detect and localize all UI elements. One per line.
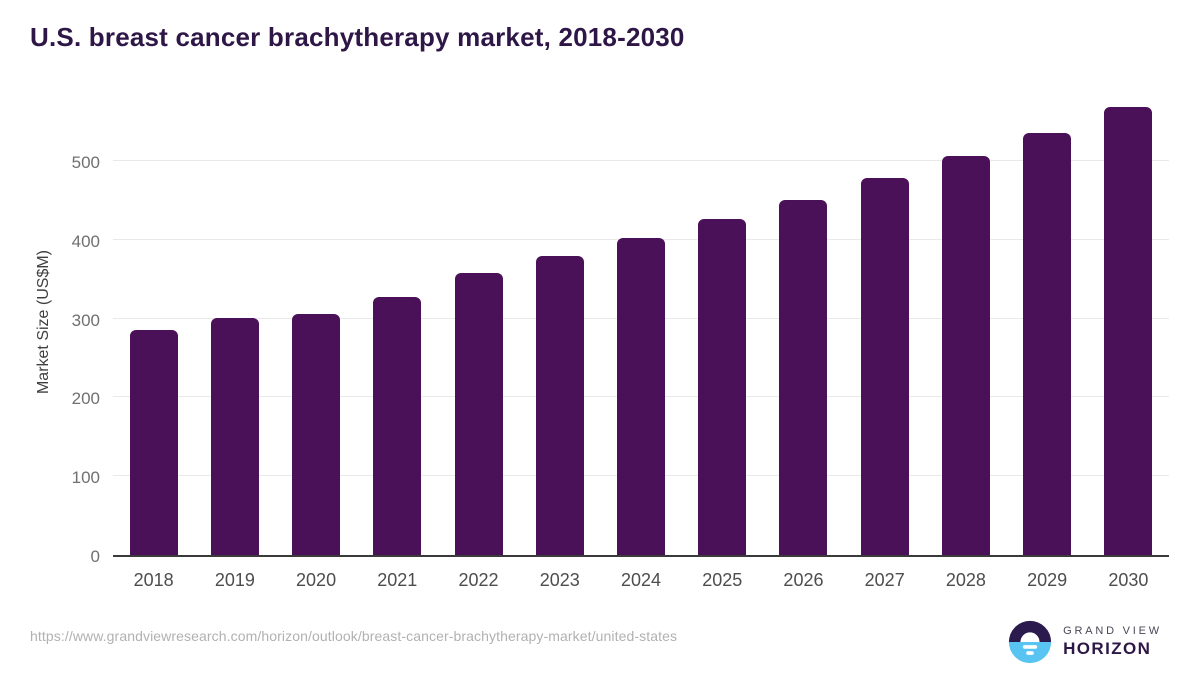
x-tick-label-2025: 2025	[702, 570, 743, 590]
x-tick-label-2030: 2030	[1108, 570, 1149, 590]
plot-area	[113, 100, 1169, 557]
x-tick-label-2022: 2022	[458, 570, 499, 590]
bar-2021	[373, 296, 422, 555]
bar-2026	[779, 199, 828, 555]
bar-2018	[129, 330, 178, 555]
grandview-horizon-logo: GRAND VIEW HORIZON	[1007, 619, 1162, 665]
bar-2025	[698, 219, 747, 555]
bar-2020	[292, 313, 341, 555]
y-tick-label-500: 500	[71, 153, 100, 173]
y-axis-tick-labels: 0 100 200 300 400 500	[58, 100, 100, 566]
y-tick-label-0: 0	[90, 547, 100, 566]
x-tick-label-2028: 2028	[945, 570, 986, 590]
bar-2022	[454, 272, 503, 555]
gridline-500	[113, 160, 1169, 162]
bar-2027	[860, 178, 909, 555]
chart-title: U.S. breast cancer brachytherapy market,…	[30, 22, 685, 52]
x-tick-label-2018: 2018	[133, 570, 174, 590]
y-tick-label-400: 400	[71, 231, 100, 251]
x-tick-label-2027: 2027	[864, 570, 905, 590]
x-tick-label-2029: 2029	[1027, 570, 1068, 590]
logo-line-horizon: HORIZON	[1063, 638, 1152, 658]
bar-2019	[210, 317, 259, 555]
bar-2029	[1023, 132, 1072, 555]
x-tick-label-2023: 2023	[539, 570, 580, 590]
x-tick-label-2019: 2019	[214, 570, 255, 590]
bar-2030	[1104, 107, 1153, 555]
x-tick-label-2020: 2020	[296, 570, 337, 590]
bar-2028	[941, 156, 990, 555]
logo-line-grand-view: GRAND VIEW	[1063, 624, 1162, 637]
x-tick-label-2021: 2021	[377, 570, 418, 590]
bar-2023	[535, 255, 584, 555]
bar-2024	[617, 238, 665, 555]
x-tick-label-2024: 2024	[620, 570, 662, 590]
source-url: https://www.grandviewresearch.com/horizo…	[30, 628, 678, 644]
logo-wordmark: GRAND VIEW HORIZON	[1063, 625, 1162, 659]
y-axis-title: Market Size (US$M)	[35, 249, 52, 395]
x-axis-tick-labels: 2018 2019 2020 2021 2022 2023 2024 2025 2026 2027…	[113, 570, 1169, 594]
y-tick-label-300: 300	[71, 310, 100, 330]
y-tick-label-100: 100	[71, 468, 100, 488]
y-tick-label-200: 200	[71, 389, 100, 409]
x-tick-label-2026: 2026	[783, 570, 824, 590]
horizon-logo-icon	[1009, 620, 1052, 664]
